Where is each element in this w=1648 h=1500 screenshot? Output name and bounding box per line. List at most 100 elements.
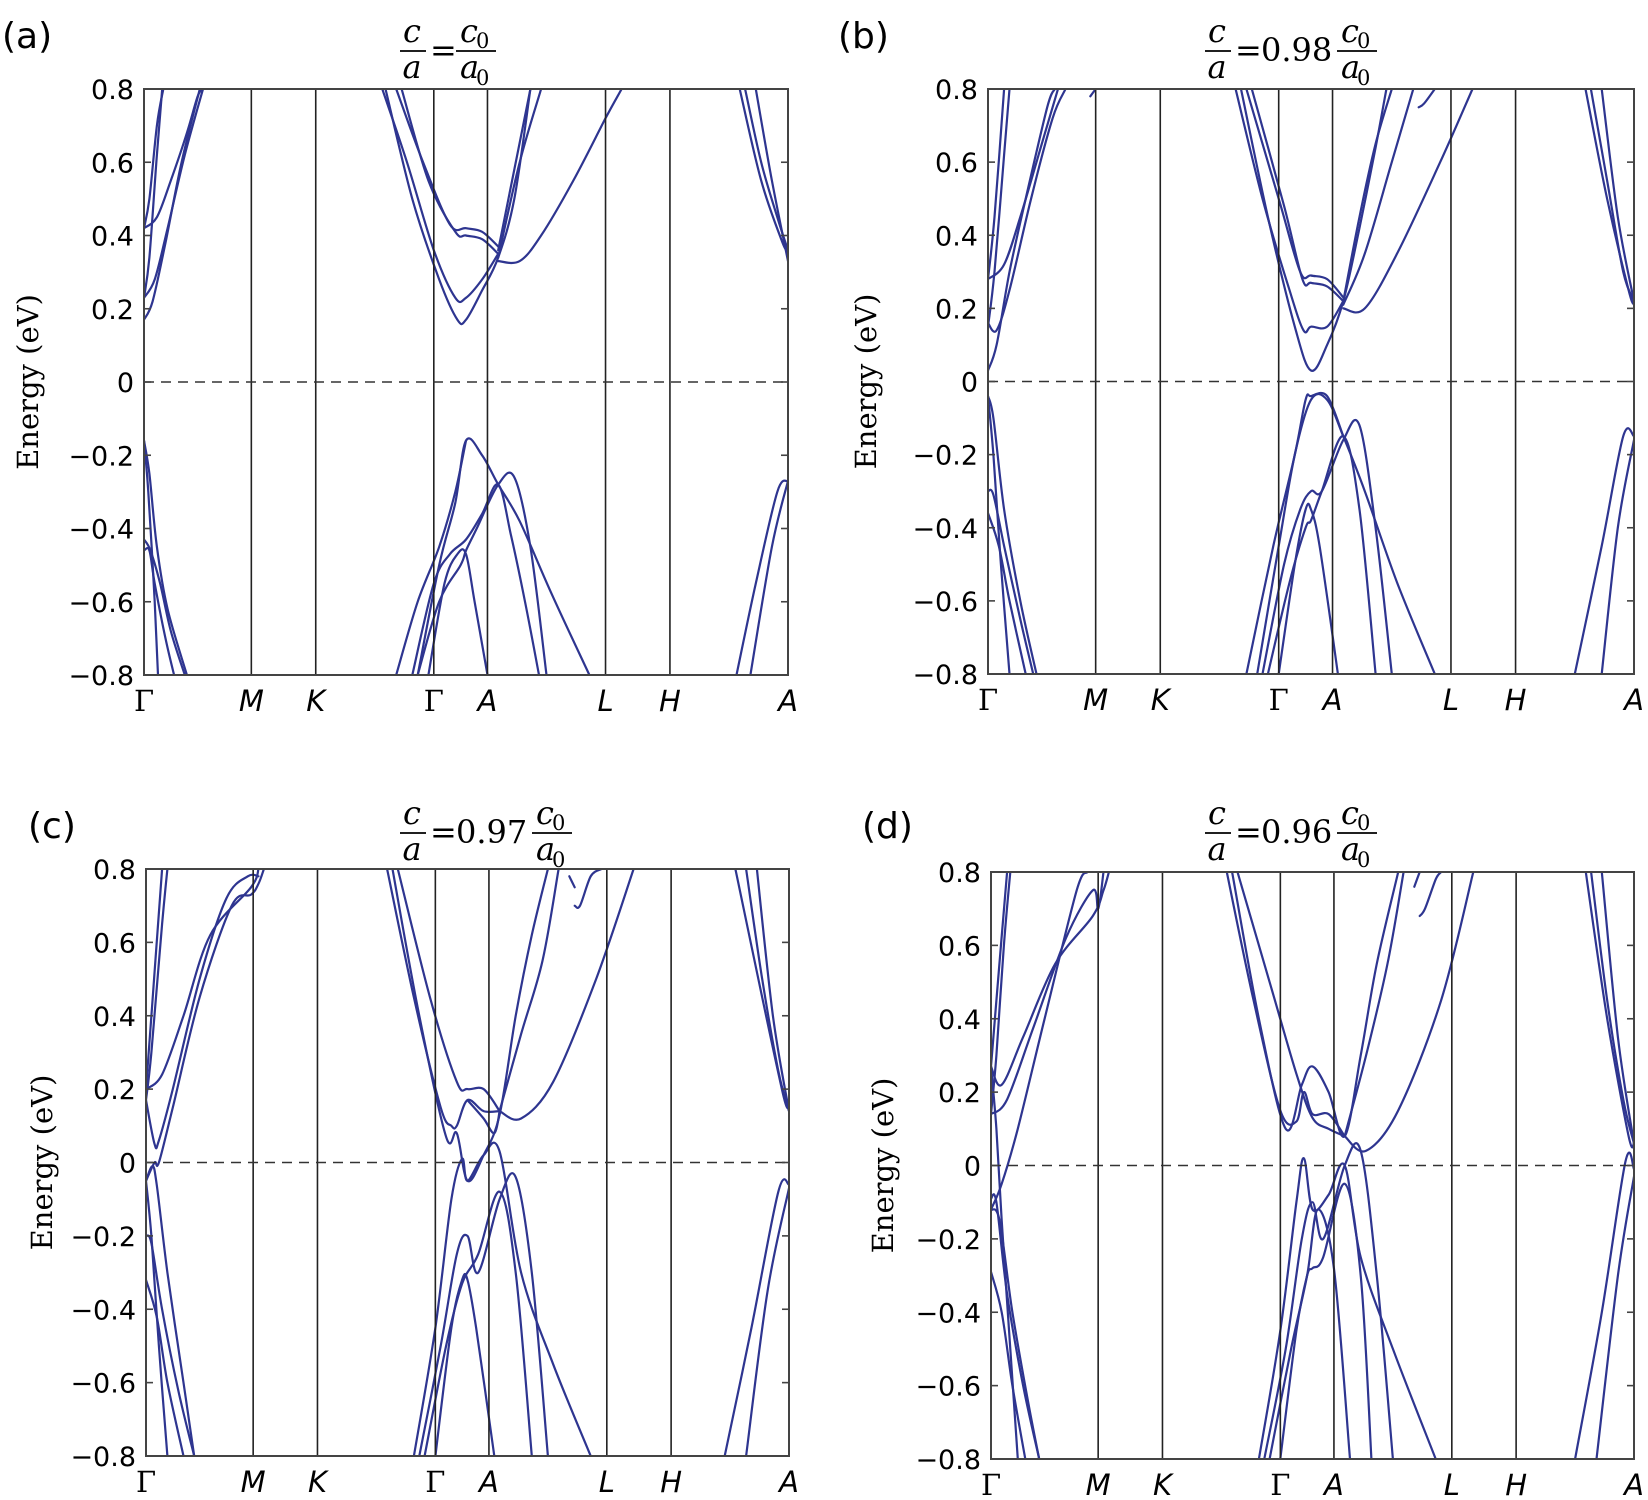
band-25 (735, 479, 788, 675)
band-14 (1342, 89, 1393, 303)
band-25 (1595, 1175, 1634, 1459)
y-tick-label: −0.6 (70, 1369, 136, 1400)
band-19 (1418, 872, 1443, 918)
band-10 (386, 869, 501, 1130)
y-tick-label: −0.4 (912, 514, 978, 545)
band-13 (498, 869, 560, 1113)
band-6 (146, 1165, 196, 1456)
y-tick-label: 0.4 (91, 222, 134, 253)
y-tick-label: 0.4 (938, 1005, 981, 1036)
band-10 (1234, 89, 1345, 334)
band-4 (988, 89, 1006, 281)
band-20 (1413, 872, 1421, 888)
title-factor: 0.98 (1261, 31, 1332, 69)
band-17 (418, 1172, 549, 1456)
x-tick-label: H (660, 1465, 682, 1499)
band-3 (991, 872, 1089, 1211)
band-20 (573, 869, 603, 909)
x-tick-label: Γ (424, 684, 444, 718)
band-10 (381, 89, 500, 304)
band-27 (1573, 427, 1634, 674)
x-tick-label: A (477, 1465, 499, 1499)
panel-label: (d) (862, 806, 913, 847)
y-axis-label: Energy (eV) (11, 294, 45, 470)
band-lines (991, 872, 1634, 1459)
band-17 (1279, 1182, 1373, 1459)
y-axis-label: Energy (eV) (866, 1078, 900, 1254)
y-tick-label: −0.4 (68, 515, 134, 546)
y-tick-label: −0.2 (70, 1222, 136, 1253)
band-26 (749, 479, 788, 675)
x-tick-label: H (1505, 683, 1527, 717)
title-rhs-numerator: c (1341, 12, 1359, 50)
title-lhs-numerator: c (1208, 794, 1226, 832)
x-tick-label: M (1083, 683, 1108, 717)
y-axis-label: Energy (eV) (25, 1075, 59, 1251)
y-tick-label: 0.8 (93, 855, 136, 886)
x-tick-label: Γ (1269, 683, 1289, 717)
band-14 (497, 89, 532, 252)
y-tick-label: 0 (117, 368, 134, 399)
band-14 (1343, 872, 1475, 1153)
x-tick-label: L (599, 1465, 615, 1499)
band-20 (416, 471, 548, 675)
band-24 (734, 869, 789, 1110)
band-22 (1600, 872, 1634, 1145)
band-19 (423, 1190, 533, 1456)
title-equals: = (1235, 813, 1262, 851)
y-tick-label: 0.2 (935, 294, 978, 325)
title-rhs-numerator-subscript: 0 (1357, 811, 1370, 835)
title-rhs-numerator-subscript: 0 (1357, 29, 1370, 53)
x-tick-label: A (1322, 1468, 1344, 1500)
x-tick-label: Γ (136, 1465, 156, 1499)
band-6 (988, 395, 1038, 674)
band-5 (144, 89, 164, 299)
title-equals: = (430, 31, 457, 69)
band-lines (144, 89, 788, 675)
title-rhs-numerator-subscript: 0 (552, 811, 565, 835)
band-11 (391, 869, 549, 1183)
y-axis-label: Energy (eV) (849, 294, 883, 470)
band-25 (723, 1178, 789, 1456)
band-23 (754, 89, 788, 263)
band-15 (1342, 89, 1415, 306)
title-rhs-denominator-subscript: 0 (1357, 848, 1370, 872)
band-2 (146, 873, 260, 1150)
band-lines (988, 89, 1634, 674)
band-8 (988, 512, 1027, 674)
band-18 (1268, 1208, 1352, 1459)
band-3 (146, 869, 265, 1182)
band-9 (991, 1065, 1019, 1459)
y-tick-label: −0.4 (70, 1295, 136, 1326)
title-factor: 0.96 (1261, 813, 1332, 851)
x-tick-label: A (1622, 683, 1644, 717)
band-15 (497, 89, 543, 259)
x-tick-label: A (777, 1465, 799, 1499)
band-24 (1574, 1151, 1634, 1459)
title-rhs-denominator: a (460, 48, 479, 86)
band-12 (396, 869, 501, 1113)
title-rhs-denominator: a (1341, 830, 1360, 868)
y-tick-label: −0.2 (912, 441, 978, 472)
x-tick-label: L (1443, 683, 1459, 717)
y-tick-label: 0.6 (91, 148, 134, 179)
title-rhs-numerator: c (1341, 794, 1359, 832)
band-12 (395, 89, 500, 248)
panel-d: 0.80.60.40.20−0.2−0.4−0.6−0.8Γ M K Γ A L H AEne… (862, 794, 1644, 1500)
band-16 (1263, 1142, 1394, 1459)
title-rhs-numerator-subscript: 0 (476, 29, 489, 53)
x-tick-label: A (1321, 683, 1343, 717)
title-lhs-denominator: a (1207, 48, 1226, 86)
band-12 (1245, 89, 1345, 299)
x-tick-label: L (1444, 1468, 1460, 1500)
band-22 (1417, 89, 1436, 109)
band-4 (991, 872, 1009, 1068)
x-tick-label: Γ (1270, 1468, 1290, 1500)
band-11 (1239, 89, 1388, 372)
band-13 (1250, 89, 1345, 303)
band-8 (146, 1278, 185, 1456)
x-tick-label: A (776, 684, 798, 718)
band-17 (416, 437, 591, 675)
band-21 (1590, 872, 1634, 1145)
title-lhs-numerator: c (1208, 12, 1226, 50)
